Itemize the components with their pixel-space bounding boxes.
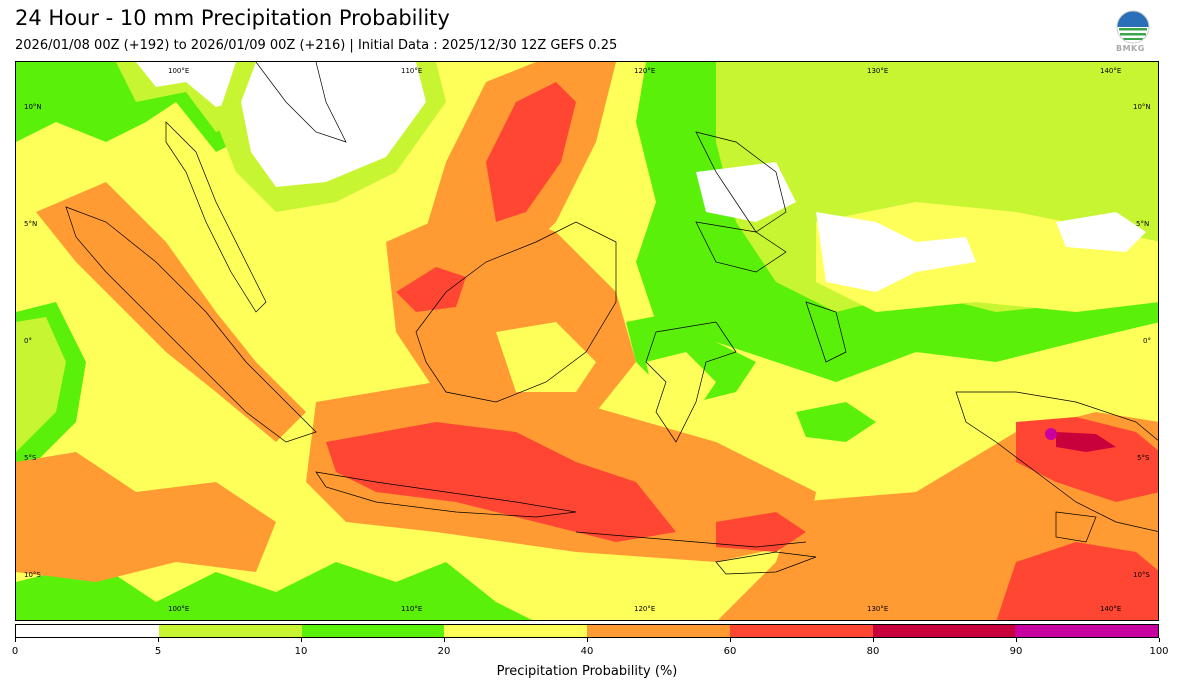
coastline-aru xyxy=(1055,511,1097,543)
precipitation-map: 100°E 110°E 120°E 130°E 140°E 100°E 110°… xyxy=(15,61,1159,621)
lat-label-left-10s: 10°S xyxy=(24,571,41,579)
lon-label-top-110: 110°E xyxy=(401,67,423,75)
lat-label-right-10n: 10°N xyxy=(1133,103,1151,111)
coastlines xyxy=(65,62,1158,575)
colorbar-tick-mark xyxy=(300,638,302,642)
region-red-flores xyxy=(716,512,806,552)
colorbar xyxy=(15,624,1159,638)
region-red-java-sea xyxy=(326,422,676,542)
lat-label-right-0: 0° xyxy=(1143,337,1151,345)
colorbar-tick-mark xyxy=(443,638,445,642)
lon-label-bottom-120: 120°E xyxy=(634,605,656,613)
lon-label-bottom-110: 110°E xyxy=(401,605,423,613)
region-yellow-sulawesi xyxy=(646,352,716,412)
lon-label-top-130: 130°E xyxy=(867,67,889,75)
coastline-malay-peninsula xyxy=(165,121,267,313)
colorbar-tick-mark xyxy=(1015,638,1017,642)
region-crimson-papua xyxy=(1056,432,1116,452)
lat-label-left-10n: 10°N xyxy=(24,103,42,111)
lat-label-left-0: 0° xyxy=(24,337,32,345)
lon-label-top-140: 140°E xyxy=(1100,67,1122,75)
region-white-philippines-sea xyxy=(696,162,796,222)
region-red-scs xyxy=(486,82,576,222)
region-orange-sumatra xyxy=(36,182,306,442)
colorbar-bin-5 xyxy=(729,625,873,637)
colorbar-tick-mark xyxy=(157,638,159,642)
lon-label-top-100: 100°E xyxy=(168,67,190,75)
region-white-east xyxy=(816,212,976,292)
region-orange-indian-ocean xyxy=(16,452,276,582)
coastline-philippines xyxy=(695,131,787,233)
colorbar-bin-3 xyxy=(444,625,587,637)
region-white-scs xyxy=(241,62,426,187)
coastline-papua xyxy=(955,391,1158,532)
bmkg-logo-icon xyxy=(1116,10,1150,44)
lon-label-bottom-100: 100°E xyxy=(168,605,190,613)
map-title: 24 Hour - 10 mm Precipitation Probabilit… xyxy=(15,6,450,30)
map-canvas xyxy=(16,62,1158,620)
colorbar-bin-1 xyxy=(158,625,302,637)
lat-label-right-5s: 5°S xyxy=(1137,454,1150,462)
colorbar-tick-label: 100 xyxy=(1149,646,1169,657)
region-red-borneo-west xyxy=(396,267,466,312)
colorbar-tick-mark xyxy=(1158,638,1160,642)
colorbar-tick-label: 5 xyxy=(154,646,162,657)
colorbar-tick-label: 40 xyxy=(580,646,594,657)
colorbar-bin-6 xyxy=(872,625,1016,637)
coastline-indochina xyxy=(255,62,347,143)
lat-label-left-5n: 5°N xyxy=(24,220,38,228)
colorbar-bin-0 xyxy=(16,625,159,637)
region-green-maluku xyxy=(796,402,876,442)
region-lightgreen-west xyxy=(16,317,66,452)
colorbar-bin-2 xyxy=(301,625,445,637)
colorbar-tick-label: 10 xyxy=(294,646,308,657)
colorbar-tick-mark xyxy=(729,638,731,642)
lon-label-bottom-130: 130°E xyxy=(867,605,889,613)
colorbar-tick-label: 0 xyxy=(11,646,19,657)
coastline-java xyxy=(315,471,577,518)
colorbar-label: Precipitation Probability (%) xyxy=(496,664,678,679)
colorbar-tick-label: 20 xyxy=(437,646,451,657)
coastline-timor xyxy=(715,551,817,575)
lat-label-right-10s: 10°S xyxy=(1133,571,1150,579)
colorbar-bin-4 xyxy=(587,625,730,637)
region-red-arafura xyxy=(996,542,1158,620)
coastline-borneo xyxy=(415,221,617,403)
colorbar-tick-mark xyxy=(14,638,16,642)
logo-text: BMKG xyxy=(1116,44,1145,53)
region-magenta-papua xyxy=(1045,428,1057,440)
lon-label-top-120: 120°E xyxy=(634,67,656,75)
region-yellow-central xyxy=(496,322,596,392)
map-subtitle: 2026/01/08 00Z (+192) to 2026/01/09 00Z … xyxy=(15,38,618,53)
lat-label-right-5n: 5°N xyxy=(1136,220,1150,228)
lon-label-bottom-140: 140°E xyxy=(1100,605,1122,613)
colorbar-tick-mark xyxy=(872,638,874,642)
lat-label-left-5s: 5°S xyxy=(24,454,37,462)
coastline-mindanao xyxy=(695,221,787,273)
coastline-sulawesi xyxy=(645,321,737,443)
colorbar-tick-label: 60 xyxy=(723,646,737,657)
region-green-sw xyxy=(16,562,532,620)
coastline-sumatra xyxy=(65,206,317,443)
coastline-halmahera xyxy=(805,301,847,363)
colorbar-tick-label: 90 xyxy=(1009,646,1023,657)
region-white-far-east xyxy=(1056,212,1146,252)
colorbar-tick-label: 80 xyxy=(866,646,880,657)
colorbar-tick-mark xyxy=(586,638,588,642)
colorbar-bin-7 xyxy=(1015,625,1158,637)
coastline-lesser-sunda xyxy=(575,531,807,548)
